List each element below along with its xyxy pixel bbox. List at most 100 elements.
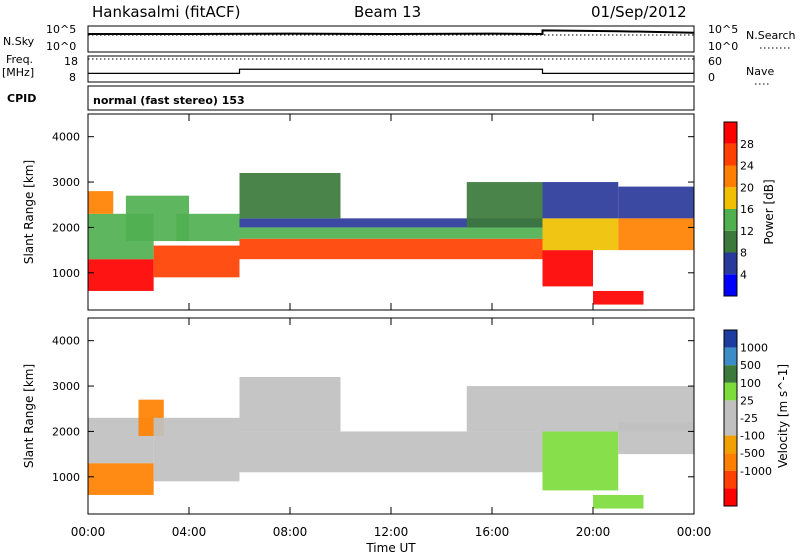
power-heatmap — [88, 172, 694, 305]
echo-band — [542, 250, 593, 287]
echo-band — [153, 245, 240, 278]
x-tick-label: 20:00 — [576, 525, 611, 539]
axis-ticks: 1000 2000 3000 4000 1000 2000 3000 4000 00:00 04:… — [52, 114, 711, 539]
echo-band — [88, 191, 114, 214]
velocity-colorbar-segment — [724, 347, 737, 366]
velocity-colorbar: 1000 500 100 25 -25 -100 -500 -1000 — [723, 329, 772, 507]
power-colorbar-tick: 20 — [740, 181, 754, 194]
mode-text: normal (fast stereo) 153 — [93, 94, 245, 107]
y-tick-label: 4000 — [52, 131, 80, 144]
echo-band — [618, 186, 694, 219]
power-colorbar-tick: 4 — [740, 268, 747, 281]
x-tick-label: 00:00 — [71, 525, 106, 539]
velocity-colorbar-segment — [724, 400, 737, 418]
nsky-label: N.Sky — [3, 35, 35, 48]
echo-band — [239, 172, 341, 219]
power-colorbar-segment — [724, 143, 737, 166]
date-label: 01/Sep/2012 — [591, 3, 687, 21]
freq-line — [88, 68, 694, 75]
y-tick-label: 1000 — [52, 267, 80, 280]
power-colorbar-segment — [724, 122, 737, 144]
echo-band — [466, 182, 543, 228]
echo-band — [153, 417, 240, 482]
nsky-series — [88, 29, 695, 36]
velocity-colorbar-tick: 1000 — [740, 342, 768, 355]
echo-band — [593, 494, 644, 509]
velocity-colorbar-label: Velocity [m s^-1] — [776, 364, 790, 468]
echo-band — [239, 218, 543, 228]
freq-label: Freq. — [6, 53, 33, 66]
y-tick-label: 2000 — [52, 221, 80, 234]
velocity-colorbar-segment — [724, 365, 737, 383]
nsearch-tick-bottom: 10^0 — [708, 40, 738, 53]
station-title: Hankasalmi (fitACF) — [92, 3, 240, 21]
velocity-colorbar-segment — [724, 488, 737, 506]
echo-band — [239, 431, 543, 473]
echo-band — [618, 422, 694, 455]
power-colorbar-tick: 12 — [740, 225, 754, 238]
nsky-panel — [87, 25, 695, 53]
nsky-line — [88, 29, 695, 36]
freq-unit-label: [MHz] — [2, 66, 34, 79]
freq-tick-bottom: 8 — [69, 71, 76, 84]
cpid-label: CPID — [7, 92, 36, 105]
velocity-colorbar-tick: -100 — [740, 430, 765, 443]
beam-label: Beam 13 — [354, 3, 421, 21]
freq-series — [88, 58, 694, 75]
velocity-colorbar-tick: -1000 — [740, 465, 772, 478]
nsearch-label: N.Search — [746, 29, 796, 42]
power-colorbar-segment — [724, 187, 737, 209]
y-tick-label: 3000 — [52, 176, 80, 189]
freq-tick-top: 18 — [64, 55, 78, 68]
x-tick-label: 04:00 — [172, 525, 207, 539]
x-tick-label: 00:00 — [677, 525, 712, 539]
power-colorbar: 4 8 12 16 20 24 28 — [723, 121, 754, 297]
cpid-panel — [87, 85, 695, 111]
velocity-colorbar-segment — [724, 330, 737, 348]
velocity-colorbar-tick: 100 — [740, 377, 761, 390]
velocity-colorbar-segment — [724, 418, 737, 436]
power-colorbar-tick: 8 — [740, 247, 747, 260]
power-colorbar-segment — [724, 230, 737, 253]
velocity-colorbar-segment — [724, 470, 737, 489]
echo-band — [593, 290, 644, 305]
nsky-tick-top: 10^5 — [46, 23, 76, 36]
echo-band — [176, 213, 240, 242]
velocity-colorbar-segment — [724, 382, 737, 401]
velocity-colorbar-tick: 500 — [740, 359, 761, 372]
x-tick-label: 12:00 — [374, 525, 409, 539]
echo-band — [542, 218, 619, 251]
power-colorbar-frame — [723, 121, 738, 297]
nsearch-tick-top: 10^5 — [708, 23, 738, 36]
xaxis-label: Time UT — [365, 541, 416, 554]
velocity-ylabel: Slant Range [km] — [22, 364, 36, 468]
y-tick-label: 4000 — [52, 335, 80, 348]
velocity-colorbar-tick: -25 — [740, 412, 758, 425]
power-colorbar-tick: 24 — [740, 160, 754, 173]
y-tick-label: 1000 — [52, 471, 80, 484]
velocity-colorbar-frame — [723, 329, 738, 507]
echo-band — [88, 259, 154, 291]
power-colorbar-segment — [724, 165, 737, 188]
power-colorbar-label: Power [dB] — [762, 179, 776, 244]
power-colorbar-tick: 28 — [740, 138, 754, 151]
nave-tick-bottom: 0 — [708, 71, 715, 84]
echo-band — [466, 386, 543, 432]
power-ylabel: Slant Range [km] — [22, 160, 36, 264]
velocity-colorbar-segment — [724, 453, 737, 471]
echo-band — [239, 227, 543, 239]
nsky-tick-bottom: 10^0 — [46, 40, 76, 53]
velocity-heatmap — [88, 376, 694, 509]
y-tick-label: 3000 — [52, 380, 80, 393]
echo-band — [239, 376, 341, 432]
y-tick-label: 2000 — [52, 425, 80, 438]
power-colorbar-segment — [724, 209, 737, 231]
velocity-colorbar-tick: 25 — [740, 394, 754, 407]
freq-panel — [87, 55, 695, 83]
echo-band — [542, 431, 619, 491]
echo-band — [542, 182, 619, 219]
echo-band — [618, 218, 694, 251]
power-colorbar-segment — [724, 252, 737, 275]
velocity-colorbar-tick: -500 — [740, 447, 765, 460]
